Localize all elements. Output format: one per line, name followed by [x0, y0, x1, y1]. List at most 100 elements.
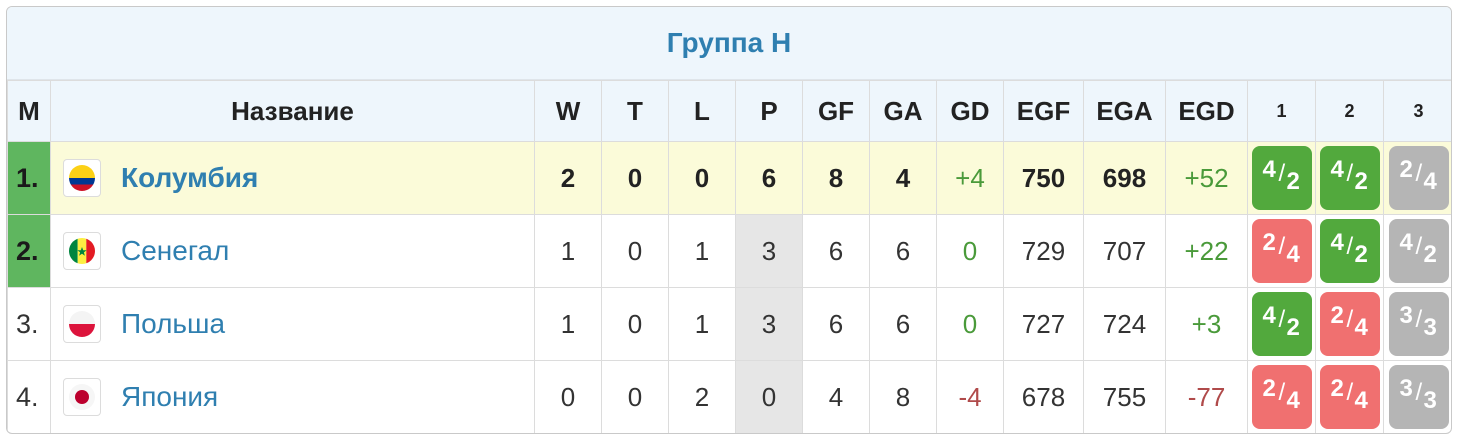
team-name-link[interactable]: Польша — [121, 308, 226, 339]
senegal-flag-icon — [63, 232, 101, 270]
table-row: 1. Колумбия 2 0 0 6 8 4 +4 750 698 +52 4… — [7, 141, 1451, 215]
egd-cell: -77 — [1165, 360, 1248, 433]
losses-cell: 1 — [668, 287, 736, 361]
result-badge[interactable]: 4 / 2 — [1319, 219, 1380, 283]
wins-cell: 1 — [534, 214, 602, 288]
round-1-cell: 2 / 4 — [1247, 360, 1316, 433]
egf-cell: 678 — [1003, 360, 1084, 433]
round-1-cell: 4 / 2 — [1247, 287, 1316, 361]
points-cell: 6 — [735, 141, 803, 215]
gf-cell: 4 — [802, 360, 870, 433]
header-row: М Название W T L P GF GA GD EGF EGA EGD … — [7, 80, 1451, 142]
losses-cell: 1 — [668, 214, 736, 288]
japan-flag-icon — [63, 378, 101, 416]
round-3-cell: 2 / 4 — [1383, 141, 1451, 215]
result-badge[interactable]: 2 / 4 — [1319, 365, 1380, 429]
team-name-link[interactable]: Япония — [121, 381, 219, 412]
ga-cell: 6 — [869, 287, 937, 361]
header-gf: GF — [802, 80, 870, 142]
round-3-cell: 4 / 2 — [1383, 214, 1451, 288]
gf-cell: 6 — [802, 214, 870, 288]
header-w: W — [534, 80, 602, 142]
header-pos: М — [7, 80, 51, 142]
group-title: Группа H — [7, 7, 1451, 80]
position-cell: 4. — [7, 360, 51, 433]
round-2-cell: 4 / 2 — [1315, 141, 1384, 215]
team-name-link[interactable]: Сенегал — [121, 235, 230, 266]
position-cell: 3. — [7, 287, 51, 361]
position-cell: 2. — [7, 214, 51, 288]
egf-cell: 727 — [1003, 287, 1084, 361]
round-3-cell: 3 / 3 — [1383, 360, 1451, 433]
egd-cell: +52 — [1165, 141, 1248, 215]
round-1-cell: 2 / 4 — [1247, 214, 1316, 288]
result-badge[interactable]: 4 / 2 — [1251, 146, 1312, 210]
wins-cell: 1 — [534, 287, 602, 361]
gd-cell: +4 — [936, 141, 1004, 215]
result-badge[interactable]: 4 / 2 — [1319, 146, 1380, 210]
table-row: 2. Сенегал 1 0 1 3 6 6 0 729 707 +22 2 /… — [7, 214, 1451, 288]
round-2-cell: 2 / 4 — [1315, 287, 1384, 361]
table-row: 4. Япония 0 0 2 0 4 8 -4 678 755 -77 2 /… — [7, 360, 1451, 433]
round-1-cell: 4 / 2 — [1247, 141, 1316, 215]
ega-cell: 707 — [1083, 214, 1166, 288]
team-cell[interactable]: Колумбия — [50, 141, 535, 215]
result-badge[interactable]: 4 / 2 — [1388, 219, 1449, 283]
wins-cell: 0 — [534, 360, 602, 433]
round-2-cell: 4 / 2 — [1315, 214, 1384, 288]
header-l: L — [668, 80, 736, 142]
header-round-2: 2 — [1315, 80, 1384, 142]
team-cell[interactable]: Польша — [50, 287, 535, 361]
result-badge[interactable]: 3 / 3 — [1388, 365, 1449, 429]
ties-cell: 0 — [601, 214, 669, 288]
table-row: 3. Польша 1 0 1 3 6 6 0 727 724 +3 4 / 2… — [7, 287, 1451, 361]
team-cell[interactable]: Сенегал — [50, 214, 535, 288]
colombia-flag-icon — [63, 159, 101, 197]
header-ega: EGA — [1083, 80, 1166, 142]
gf-cell: 8 — [802, 141, 870, 215]
wins-cell: 2 — [534, 141, 602, 215]
group-table-widget: Группа H М Название W T L P GF GA GD EGF… — [6, 6, 1452, 434]
result-badge[interactable]: 3 / 3 — [1388, 292, 1449, 356]
ties-cell: 0 — [601, 141, 669, 215]
standings-table: М Название W T L P GF GA GD EGF EGA EGD … — [7, 80, 1451, 433]
egf-cell: 729 — [1003, 214, 1084, 288]
round-2-cell: 2 / 4 — [1315, 360, 1384, 433]
team-name-link[interactable]: Колумбия — [121, 162, 259, 193]
result-badge[interactable]: 2 / 4 — [1388, 146, 1449, 210]
team-cell[interactable]: Япония — [50, 360, 535, 433]
ga-cell: 4 — [869, 141, 937, 215]
gd-cell: 0 — [936, 214, 1004, 288]
gf-cell: 6 — [802, 287, 870, 361]
ties-cell: 0 — [601, 360, 669, 433]
header-round-3: 3 — [1383, 80, 1451, 142]
gd-cell: -4 — [936, 360, 1004, 433]
points-cell: 3 — [735, 214, 803, 288]
result-badge[interactable]: 2 / 4 — [1251, 365, 1312, 429]
ties-cell: 0 — [601, 287, 669, 361]
ega-cell: 698 — [1083, 141, 1166, 215]
egf-cell: 750 — [1003, 141, 1084, 215]
round-3-cell: 3 / 3 — [1383, 287, 1451, 361]
result-badge[interactable]: 4 / 2 — [1251, 292, 1312, 356]
position-cell: 1. — [7, 141, 51, 215]
ega-cell: 724 — [1083, 287, 1166, 361]
header-t: T — [601, 80, 669, 142]
poland-flag-icon — [63, 305, 101, 343]
ega-cell: 755 — [1083, 360, 1166, 433]
header-name: Название — [50, 80, 535, 142]
egd-cell: +3 — [1165, 287, 1248, 361]
header-round-1: 1 — [1247, 80, 1316, 142]
result-badge[interactable]: 2 / 4 — [1251, 219, 1312, 283]
header-egf: EGF — [1003, 80, 1084, 142]
ga-cell: 6 — [869, 214, 937, 288]
points-cell: 0 — [735, 360, 803, 433]
ga-cell: 8 — [869, 360, 937, 433]
header-ga: GA — [869, 80, 937, 142]
losses-cell: 0 — [668, 141, 736, 215]
header-egd: EGD — [1165, 80, 1248, 142]
result-badge[interactable]: 2 / 4 — [1319, 292, 1380, 356]
gd-cell: 0 — [936, 287, 1004, 361]
egd-cell: +22 — [1165, 214, 1248, 288]
points-cell: 3 — [735, 287, 803, 361]
